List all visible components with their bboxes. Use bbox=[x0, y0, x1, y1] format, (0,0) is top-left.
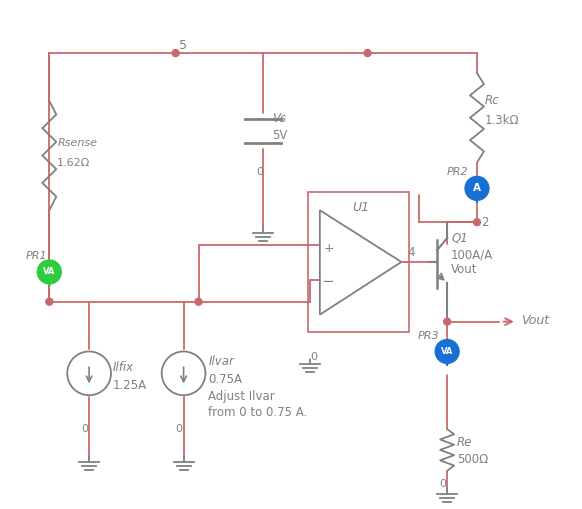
Circle shape bbox=[435, 340, 459, 363]
Text: VA: VA bbox=[43, 267, 55, 276]
Text: 2: 2 bbox=[481, 216, 488, 229]
Circle shape bbox=[46, 298, 53, 305]
Circle shape bbox=[364, 49, 371, 56]
Text: 0: 0 bbox=[310, 352, 317, 362]
Text: 1.25A: 1.25A bbox=[113, 379, 147, 392]
Text: Vout: Vout bbox=[451, 264, 478, 276]
Circle shape bbox=[195, 298, 202, 305]
Text: −: − bbox=[322, 274, 335, 289]
Text: Rc: Rc bbox=[485, 94, 499, 107]
Text: U1: U1 bbox=[353, 201, 370, 214]
Text: Vs: Vs bbox=[272, 112, 286, 125]
Text: 0: 0 bbox=[176, 424, 183, 434]
Text: Adjust Ilvar: Adjust Ilvar bbox=[208, 390, 275, 403]
Text: PR2: PR2 bbox=[447, 167, 469, 178]
Circle shape bbox=[474, 219, 481, 225]
Text: 100A/A: 100A/A bbox=[451, 248, 494, 262]
Text: 500Ω: 500Ω bbox=[457, 454, 488, 466]
Text: PR3: PR3 bbox=[417, 330, 439, 341]
Text: Rsense: Rsense bbox=[57, 137, 97, 148]
Text: VA: VA bbox=[441, 347, 453, 356]
Text: 0: 0 bbox=[81, 424, 88, 434]
Text: 0: 0 bbox=[439, 479, 446, 489]
Text: 5V: 5V bbox=[272, 129, 288, 142]
Text: A: A bbox=[473, 183, 481, 193]
Text: 4: 4 bbox=[407, 245, 415, 259]
Text: 1.62Ω: 1.62Ω bbox=[57, 158, 91, 168]
Text: 0: 0 bbox=[256, 167, 263, 178]
Circle shape bbox=[443, 318, 450, 325]
Circle shape bbox=[37, 260, 61, 284]
Text: Ilfix: Ilfix bbox=[113, 361, 134, 374]
Text: PR1: PR1 bbox=[26, 251, 47, 261]
Text: Ilvar: Ilvar bbox=[208, 355, 235, 368]
Text: 1.3kΩ: 1.3kΩ bbox=[485, 114, 520, 127]
Text: +: + bbox=[324, 242, 335, 254]
Text: from 0 to 0.75 A.: from 0 to 0.75 A. bbox=[208, 406, 308, 418]
Circle shape bbox=[172, 49, 179, 56]
Circle shape bbox=[465, 177, 489, 201]
Text: Q1: Q1 bbox=[451, 232, 468, 245]
Text: 0.75A: 0.75A bbox=[208, 373, 243, 386]
Text: 5: 5 bbox=[179, 39, 187, 51]
Text: Re: Re bbox=[457, 436, 473, 449]
Text: Vout: Vout bbox=[521, 314, 549, 327]
